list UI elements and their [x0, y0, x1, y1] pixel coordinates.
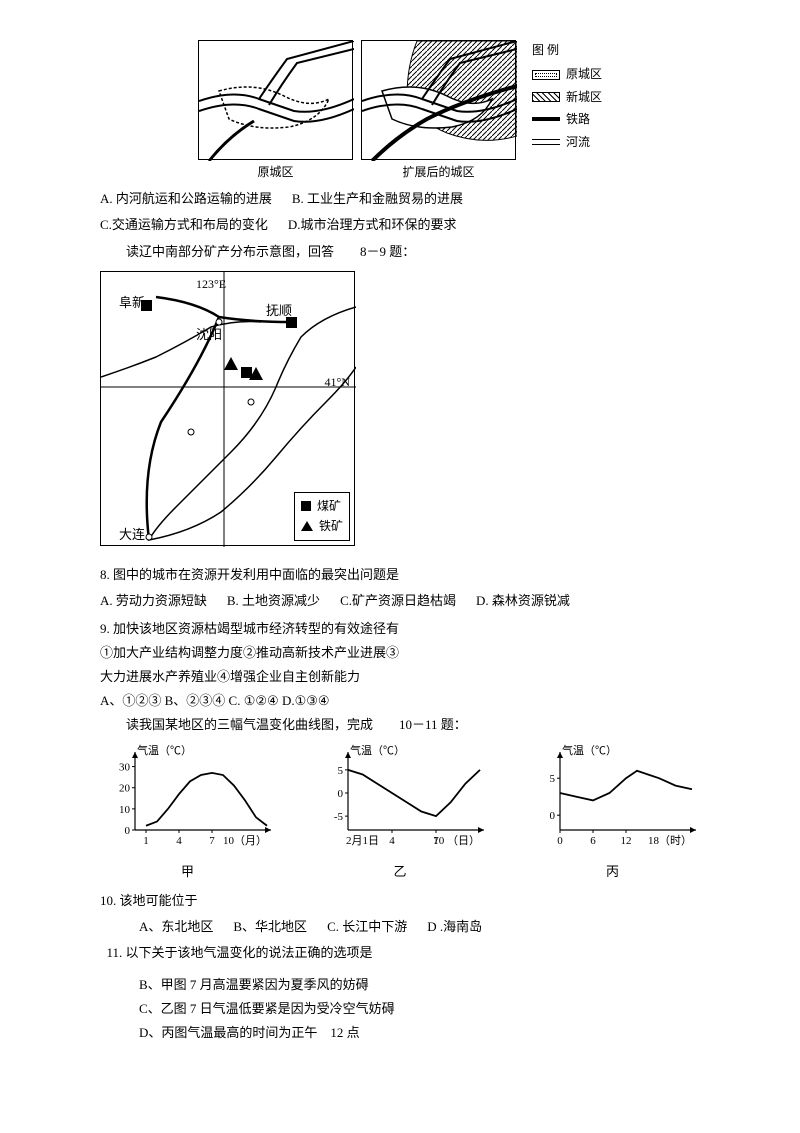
svg-text:7: 7 — [209, 835, 215, 847]
svg-text:18（时）: 18（时） — [648, 834, 692, 847]
legend-coal: 煤矿 — [317, 496, 341, 516]
cap-bing: 丙 — [525, 861, 700, 883]
liaoning-map-wrap: 阜新 沈阳 抚顺 大连 123°E 41°N 煤矿 铁矿 — [100, 271, 700, 546]
diagram-legend: 图 例 原城区 新城区 铁路 河流 — [532, 40, 602, 154]
svg-text:20: 20 — [119, 783, 131, 795]
q10-c: C. 长江中下游 — [327, 916, 407, 938]
q11-b: B、甲图 7 月高温要紧因为夏季风的妨碍 — [100, 974, 700, 996]
city-expansion-diagrams: 原城区 扩展后的城区 图 例 原城区 新城区 铁路 — [100, 40, 700, 182]
q8-b: B. 土地资源减少 — [227, 590, 320, 612]
svg-text:气温（℃）: 气温（℃） — [350, 743, 405, 757]
coal-icon — [301, 501, 311, 511]
q11-c: C、乙图 7 日气温低要紧是因为受冷空气妨碍 — [100, 998, 700, 1020]
q10-a: A、东北地区 — [139, 916, 213, 938]
svg-text:气温（℃）: 气温（℃） — [562, 743, 617, 757]
q8-options: A. 劳动力资源短缺 B. 土地资源减少 C.矿产资源日趋枯竭 D. 森林资源锐… — [100, 590, 700, 612]
cap-jia: 甲 — [100, 861, 275, 883]
q8-a: A. 劳动力资源短缺 — [100, 590, 207, 612]
q9-stem: 9. 加快该地区资源枯竭型城市经济转型的有效途径有 — [100, 618, 700, 640]
q9-opts: A、①②③ B、②③④ C. ①②④ D.①③④ — [100, 690, 700, 712]
q7-opt-c: C.交通运输方式和布局的变化 — [100, 214, 268, 236]
diagram-expanded-city — [361, 40, 516, 160]
svg-text:5: 5 — [550, 774, 556, 786]
coord-lat: 41°N — [325, 372, 350, 392]
q7-opt-b: B. 工业生产和金融贸易的进展 — [292, 188, 463, 210]
legend-iron: 铁矿 — [319, 516, 343, 536]
svg-text:10: 10 — [119, 804, 131, 816]
legend-new: 新城区 — [566, 87, 602, 107]
legend-river: 河流 — [566, 132, 590, 152]
q8-c: C.矿产资源日趋枯竭 — [340, 590, 456, 612]
swatch-rail-icon — [532, 117, 560, 121]
q11-d: D、丙图气温最高的时间为正午 12 点 — [100, 1022, 700, 1044]
swatch-new-city-icon — [532, 92, 560, 102]
svg-text:4: 4 — [389, 835, 395, 847]
svg-text:4: 4 — [176, 835, 182, 847]
intro-10-11: 读我国某地区的三幅气温变化曲线图，完成 10－11 题： — [100, 714, 700, 736]
label-dalian: 大连 — [119, 524, 145, 546]
q7-opt-d: D.城市治理方式和环保的要求 — [288, 214, 457, 236]
map-mini-legend: 煤矿 铁矿 — [294, 492, 350, 541]
swatch-old-city-icon — [532, 70, 560, 80]
caption-right: 扩展后的城区 — [361, 162, 516, 182]
svg-text:2月1日: 2月1日 — [346, 835, 379, 847]
svg-text:0: 0 — [550, 811, 556, 823]
q7-options-2: C.交通运输方式和布局的变化 D.城市治理方式和环保的要求 — [100, 214, 700, 236]
cap-yi: 乙 — [313, 861, 488, 883]
svg-text:0: 0 — [337, 788, 343, 800]
svg-text:-5: -5 — [333, 811, 343, 823]
coord-lon: 123°E — [196, 274, 226, 294]
legend-old: 原城区 — [566, 64, 602, 84]
q10-stem: 10. 该地可能位于 — [100, 890, 700, 912]
legend-rail: 铁路 — [566, 109, 590, 129]
svg-text:0: 0 — [125, 825, 131, 837]
diagram-right-wrap: 扩展后的城区 — [361, 40, 516, 182]
chart-jia: 气温（℃） 0 10 20 30 1 4 7 10（月） 甲 — [100, 742, 275, 883]
svg-text:10（月）: 10（月） — [223, 834, 267, 847]
swatch-river-icon — [532, 139, 560, 145]
legend-title: 图 例 — [532, 40, 602, 60]
q9-line3: 大力进展水产养殖业④增强企业自主创新能力 — [100, 666, 700, 688]
diagram-left-wrap: 原城区 — [198, 40, 353, 182]
chart-bing: 气温（℃） 0 5 0 6 12 18（时） 丙 — [525, 742, 700, 883]
svg-text:10 （日）: 10 （日） — [433, 834, 480, 847]
svg-text:气温（℃）: 气温（℃） — [137, 743, 192, 757]
q7-opt-a: A. 内河航运和公路运输的进展 — [100, 188, 272, 210]
q9-line2: ①加大产业结构调整力度②推动高新技术产业进展③ — [100, 642, 700, 664]
label-fushun: 抚顺 — [266, 300, 292, 322]
label-shenyang: 沈阳 — [196, 324, 222, 346]
intro-8-9: 读辽中南部分矿产分布示意图，回答 8－9 题： — [100, 241, 700, 263]
q11-stem: 11. 以下关于该地气温变化的说法正确的选项是 — [107, 942, 701, 964]
q10-options: A、东北地区 B、华北地区 C. 长江中下游 D .海南岛 — [100, 916, 700, 938]
liaoning-map: 阜新 沈阳 抚顺 大连 123°E 41°N 煤矿 铁矿 — [100, 271, 355, 546]
caption-left: 原城区 — [198, 162, 353, 182]
svg-text:0: 0 — [557, 835, 563, 847]
svg-text:30: 30 — [119, 762, 131, 774]
diagram-original-city — [198, 40, 353, 160]
label-fuxin: 阜新 — [119, 292, 145, 314]
charts-row: 气温（℃）010203014710（月） 甲 气温（℃）-505472月1日10… — [100, 742, 700, 883]
iron-icon — [301, 521, 313, 531]
svg-text:5: 5 — [337, 765, 343, 777]
q8-stem: 8. 图中的城市在资源开发利用中面临的最突出问题是 — [100, 564, 700, 586]
q10-b: B、华北地区 — [233, 916, 307, 938]
q10-d: D .海南岛 — [427, 916, 482, 938]
svg-text:1: 1 — [143, 835, 149, 847]
q8-d: D. 森林资源锐减 — [476, 590, 570, 612]
svg-text:12: 12 — [621, 835, 632, 847]
svg-text:6: 6 — [590, 835, 596, 847]
chart-yi: 气温（℃）-505472月1日10 （日） 乙 — [313, 742, 488, 883]
q7-options: A. 内河航运和公路运输的进展 B. 工业生产和金融贸易的进展 — [100, 188, 700, 210]
